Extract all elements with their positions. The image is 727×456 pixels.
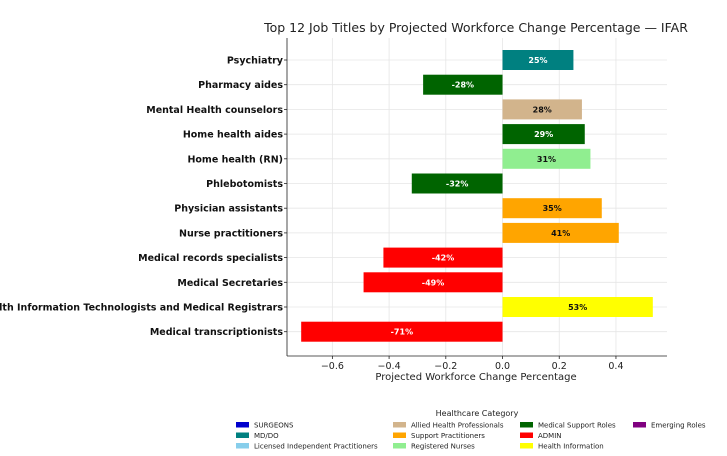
legend-swatch xyxy=(520,422,533,428)
bar xyxy=(502,222,619,243)
bar-value-label: 28% xyxy=(533,105,552,114)
x-tick-label: −0.2 xyxy=(434,361,457,372)
bar xyxy=(423,74,503,95)
category-label: Health Information Technologists and Med… xyxy=(0,303,283,314)
legend-swatch xyxy=(393,443,406,449)
legend-swatch xyxy=(236,443,249,449)
bar xyxy=(411,173,503,194)
bar xyxy=(502,198,602,219)
legend-entry-label: Emerging Roles xyxy=(651,422,706,430)
legend-entry-label: MD/DO xyxy=(254,432,279,440)
bar-value-label: -42% xyxy=(432,254,454,263)
category-label: Psychiatry xyxy=(227,56,284,67)
category-label: Physician assistants xyxy=(174,204,283,215)
legend-entry-label: SURGEONS xyxy=(254,422,294,430)
legend-swatch xyxy=(236,432,249,438)
bar xyxy=(502,50,574,70)
legend-entry-label: Licensed Independent Practitioners xyxy=(254,443,378,451)
bar-value-label: 53% xyxy=(568,303,587,312)
x-tick-label: 0.0 xyxy=(495,361,510,372)
category-label: Mental Health counselors xyxy=(146,105,283,116)
bar xyxy=(301,321,503,342)
legend-entry-label: Medical Support Roles xyxy=(538,422,616,430)
legend: Healthcare Category SURGEONS MD/DO License… xyxy=(236,409,706,451)
bar xyxy=(502,99,582,120)
category-label: Home health (RN) xyxy=(187,154,283,165)
legend-swatch xyxy=(236,422,249,428)
bar-value-label: 25% xyxy=(528,56,547,65)
bar-value-label: 31% xyxy=(537,155,556,164)
bar-value-label: -32% xyxy=(446,180,468,189)
bar-value-label: -71% xyxy=(391,328,413,337)
chart-title: Top 12 Job Titles by Projected Workforce… xyxy=(263,20,688,35)
bar xyxy=(383,247,503,268)
x-tick-label: 0.2 xyxy=(552,361,567,372)
legend-swatch xyxy=(393,422,406,428)
legend-entry-label: Health Information xyxy=(538,443,604,451)
category-label: Home health aides xyxy=(183,130,284,141)
legend-swatch xyxy=(393,432,406,438)
x-tick-label: −0.6 xyxy=(321,361,344,372)
x-axis-label: Projected Workforce Change Percentage xyxy=(375,372,576,383)
x-tick-label: −0.4 xyxy=(378,361,401,372)
category-label: Pharmacy aides xyxy=(198,80,283,91)
bar xyxy=(502,148,591,169)
bar xyxy=(363,272,503,293)
legend-entry-label: ADMIN xyxy=(538,432,562,440)
legend-entry-label: Allied Health Professionals xyxy=(411,422,504,430)
bar-value-label: -49% xyxy=(422,278,444,287)
category-label: Phlebotomists xyxy=(206,179,283,190)
bar-value-label: -28% xyxy=(452,81,474,90)
x-tick-label: 0.4 xyxy=(608,361,623,372)
legend-title: Healthcare Category xyxy=(436,409,519,418)
category-label: Nurse practitioners xyxy=(179,228,283,239)
bar-value-label: 41% xyxy=(551,229,570,238)
bar xyxy=(502,297,653,317)
axes: Psychiatry Pharmacy aides Mental Health co… xyxy=(0,38,667,372)
bar-value-label: 35% xyxy=(543,204,562,213)
legend-entry-label: Support Practitioners xyxy=(411,432,485,440)
bars: 25% -28% 28% 29% 31% -32% 35% 41% -42% -49% 53% -71… xyxy=(301,50,653,342)
category-label: Medical transcriptionists xyxy=(150,327,284,338)
legend-entry-label: Registered Nurses xyxy=(411,443,475,451)
legend-swatch xyxy=(520,443,533,449)
bar xyxy=(502,124,585,145)
category-label: Medical records specialists xyxy=(138,253,283,264)
category-label: Medical Secretaries xyxy=(177,278,283,289)
bar-value-label: 29% xyxy=(534,130,553,139)
legend-swatch xyxy=(520,432,533,438)
legend-swatch xyxy=(633,422,646,428)
